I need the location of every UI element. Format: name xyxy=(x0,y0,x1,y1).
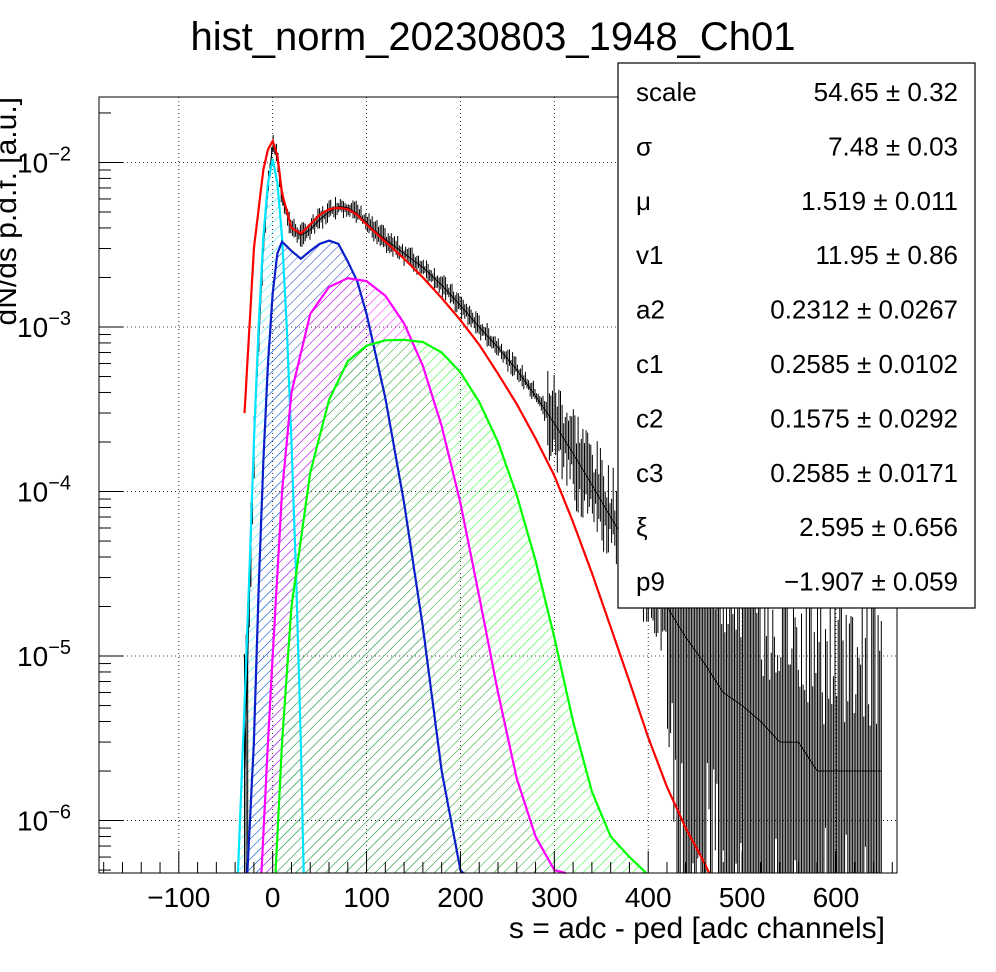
stats-box-frame xyxy=(617,62,976,609)
stats-param-value: 54.65 ± 0.32 xyxy=(814,77,958,107)
stats-param-value: 2.595 ± 0.656 xyxy=(799,512,958,542)
component-curve xyxy=(274,338,648,874)
stats-param-name: c3 xyxy=(636,458,663,488)
stats-param-value: 1.519 ± 0.011 xyxy=(801,186,958,216)
fit-total-curve xyxy=(243,138,711,874)
component-curve xyxy=(260,277,566,875)
x-tick-label: 400 xyxy=(625,882,672,913)
component-fill xyxy=(275,339,647,873)
x-tick-label: 100 xyxy=(343,882,390,913)
stats-param-value: −1.907 ± 0.059 xyxy=(784,567,958,597)
stats-param-value: 11.95 ± 0.86 xyxy=(816,240,958,270)
fit-curves xyxy=(236,138,711,875)
stats-param-name: a2 xyxy=(636,295,665,325)
x-tick-label: −100 xyxy=(147,882,210,913)
stats-param-value: 0.2585 ± 0.0102 xyxy=(770,349,958,379)
stats-param-value: 0.2585 ± 0.0171 xyxy=(770,458,958,488)
x-axis-ticks: −100 0 100 200 300 400 500 600 xyxy=(103,851,893,913)
y-tick-label: 10−6 xyxy=(17,802,71,837)
component-curve xyxy=(236,158,305,874)
component-fills xyxy=(237,159,647,874)
component-curve xyxy=(246,239,465,874)
stats-param-name: scale xyxy=(636,77,697,107)
stats-param-name: ξ xyxy=(636,512,648,542)
stats-param-name: σ xyxy=(636,131,652,161)
y-axis-label: dN/ds p.d.f. [a.u.] xyxy=(0,97,23,325)
histogram-line xyxy=(244,145,882,772)
x-tick-label: 200 xyxy=(437,882,484,913)
x-tick-label: 300 xyxy=(531,882,578,913)
x-tick-label: 0 xyxy=(265,882,281,913)
stats-param-value: 0.1575 ± 0.0292 xyxy=(770,403,958,433)
fit-parameters-box: scale 54.65 ± 0.32 σ 7.48 ± 0.03 μ 1.519 ± 0.… xyxy=(617,62,976,609)
x-axis-label: s = adc - ped [adc channels] xyxy=(509,912,885,945)
stats-param-name: c1 xyxy=(636,349,663,379)
stats-param-value: 7.48 ± 0.03 xyxy=(828,131,958,161)
y-tick-label: 10−5 xyxy=(17,637,71,672)
x-tick-label: 600 xyxy=(813,882,860,913)
stats-param-name: c2 xyxy=(636,403,663,433)
data-histogram xyxy=(244,135,882,873)
y-axis-ticks: 10−6 10−5 10−4 10−3 10−2 xyxy=(17,112,123,871)
y-tick-label: 10−2 xyxy=(17,143,71,178)
stats-param-name: v1 xyxy=(636,240,663,270)
stats-param-name: p9 xyxy=(636,567,665,597)
stats-param-name: μ xyxy=(636,186,651,216)
chart-title: hist_norm_20230803_1948_Ch01 xyxy=(191,15,796,59)
y-tick-label: 10−3 xyxy=(17,308,71,343)
y-tick-label: 10−4 xyxy=(17,473,71,508)
x-tick-label: 500 xyxy=(719,882,766,913)
stats-param-value: 0.2312 ± 0.0267 xyxy=(770,295,958,325)
